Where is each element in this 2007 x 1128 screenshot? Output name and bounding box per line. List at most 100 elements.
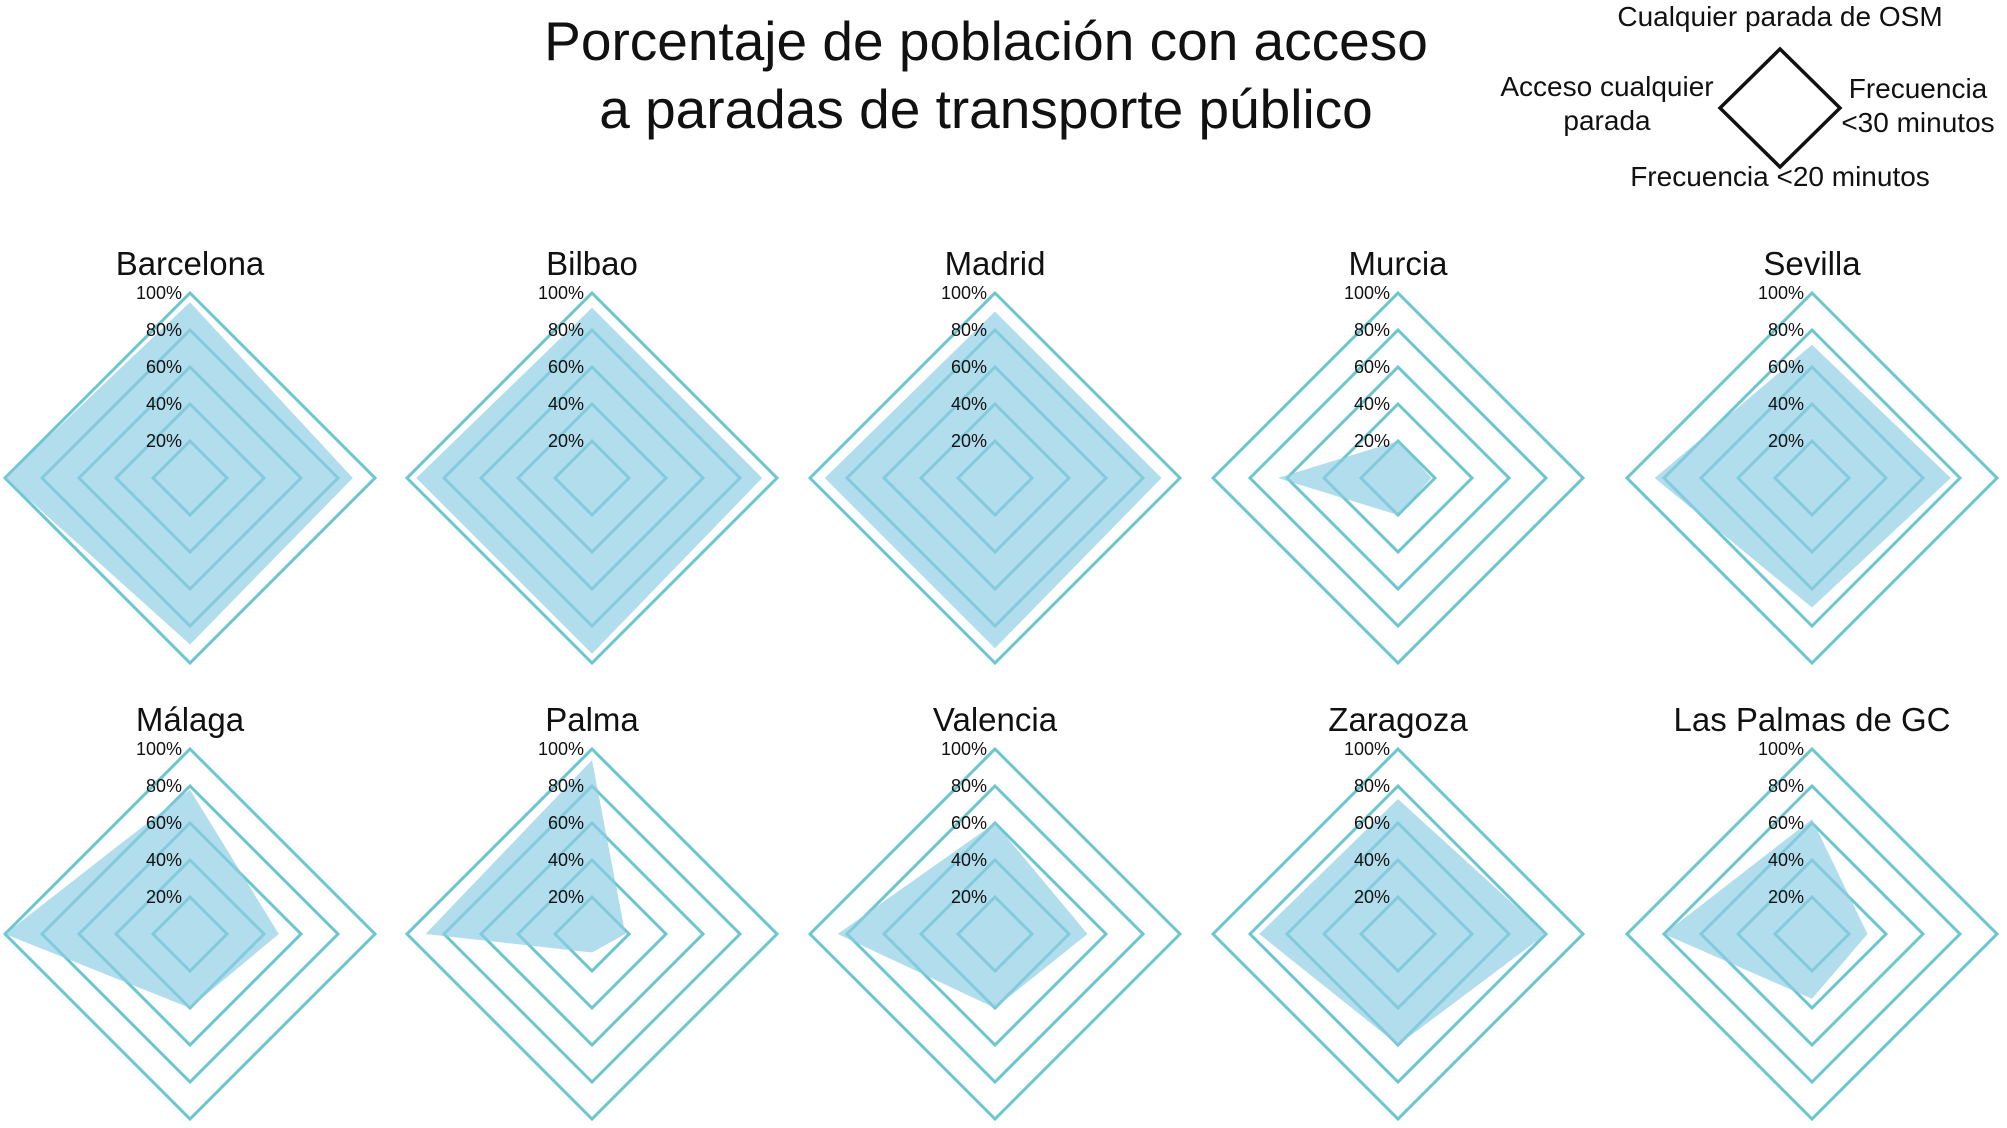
tick-label-80-pct: 80%	[1768, 776, 1804, 796]
legend-label-right-line-1: Frecuencia	[1849, 73, 1988, 104]
tick-label-40-pct: 40%	[1354, 850, 1390, 870]
tick-label-40-pct: 40%	[146, 850, 182, 870]
legend: Cualquier parada de OSM Acceso cualquier…	[1500, 1, 1994, 192]
city-title: Las Palmas de GC	[1674, 701, 1951, 738]
grid-ring-2	[1321, 401, 1475, 555]
city-title: Palma	[545, 701, 639, 738]
tick-label-40-pct: 40%	[1768, 850, 1804, 870]
tick-label-60-pct: 60%	[951, 357, 987, 377]
grid-ring-5	[2, 746, 378, 1122]
tick-label-20-pct: 20%	[1768, 887, 1804, 907]
tick-label-100-pct: 100%	[1344, 739, 1390, 759]
city-title: Sevilla	[1763, 245, 1861, 282]
radar-panel-barcelona: 20% 40% 60% 80% 100%Barcelona	[2, 245, 378, 666]
radar-panel-madrid: 20% 40% 60% 80% 100%Madrid	[807, 245, 1183, 666]
radar-panel-palma: 20% 40% 60% 80% 100%Palma	[404, 701, 780, 1122]
chart-title-line-2: a paradas de transporte público	[599, 78, 1373, 140]
tick-label-40-pct: 40%	[1354, 394, 1390, 414]
radar-panel-zaragoza: 20% 40% 60% 80% 100%Zaragoza	[1210, 701, 1586, 1122]
tick-label-80-pct: 80%	[1768, 320, 1804, 340]
radar-panel-valencia: 20% 40% 60% 80% 100%Valencia	[807, 701, 1183, 1122]
tick-label-100-pct: 100%	[1344, 283, 1390, 303]
radar-panel-sevilla: 20% 40% 60% 80% 100%Sevilla	[1624, 245, 2000, 666]
legend-label-left-line-2: parada	[1563, 105, 1651, 136]
tick-label-60-pct: 60%	[146, 813, 182, 833]
legend-label-right-line-2: <30 minutos	[1841, 107, 1994, 138]
tick-label-60-pct: 60%	[1354, 357, 1390, 377]
city-title: Valencia	[933, 701, 1058, 738]
tick-label-60-pct: 60%	[146, 357, 182, 377]
tick-label-60-pct: 60%	[548, 357, 584, 377]
data-area	[837, 823, 1088, 1008]
data-area	[416, 307, 763, 654]
grid-ring-4	[1661, 783, 1963, 1085]
tick-label-40-pct: 40%	[951, 394, 987, 414]
city-title: Murcia	[1348, 245, 1448, 282]
tick-label-60-pct: 60%	[951, 813, 987, 833]
city-title: Barcelona	[116, 245, 265, 282]
tick-label-80-pct: 80%	[548, 776, 584, 796]
tick-label-80-pct: 80%	[146, 320, 182, 340]
grid-ring-5	[807, 290, 1183, 666]
tick-label-20-pct: 20%	[1354, 887, 1390, 907]
tick-label-20-pct: 20%	[548, 431, 584, 451]
radar-panel-malaga: 20% 40% 60% 80% 100%Málaga	[2, 701, 378, 1122]
tick-label-80-pct: 80%	[1354, 776, 1390, 796]
tick-label-40-pct: 40%	[1768, 394, 1804, 414]
city-title: Bilbao	[546, 245, 638, 282]
grid-ring-4	[1247, 327, 1549, 629]
grid-ring-5	[807, 746, 1183, 1122]
tick-label-100-pct: 100%	[941, 283, 987, 303]
tick-label-100-pct: 100%	[1758, 739, 1804, 759]
tick-label-60-pct: 60%	[1354, 813, 1390, 833]
data-area	[1654, 344, 1951, 608]
tick-label-20-pct: 20%	[548, 887, 584, 907]
tick-label-100-pct: 100%	[136, 283, 182, 303]
radar-panels: 20%40%60%80%100%Barcelona20%40%60%80%100…	[2, 245, 2000, 1122]
tick-label-80-pct: 80%	[951, 320, 987, 340]
tick-label-100-pct: 100%	[136, 739, 182, 759]
data-area	[5, 789, 279, 1008]
data-area	[425, 760, 626, 953]
data-area	[824, 311, 1162, 649]
tick-label-100-pct: 100%	[538, 739, 584, 759]
legend-label-bottom: Frecuencia <20 minutos	[1630, 161, 1930, 192]
grid-ring-5	[1624, 290, 2000, 666]
tick-label-60-pct: 60%	[548, 813, 584, 833]
legend-label-top: Cualquier parada de OSM	[1617, 1, 1942, 32]
grid-ring-5	[1210, 290, 1586, 666]
grid-ring-5	[2, 290, 378, 666]
tick-label-80-pct: 80%	[951, 776, 987, 796]
grid-ring-3	[1284, 364, 1512, 592]
city-title: Zaragoza	[1328, 701, 1468, 738]
tick-label-20-pct: 20%	[146, 887, 182, 907]
tick-label-80-pct: 80%	[1354, 320, 1390, 340]
tick-label-100-pct: 100%	[941, 739, 987, 759]
radar-panel-bilbao: 20% 40% 60% 80% 100%Bilbao	[404, 245, 780, 666]
data-area	[1664, 819, 1868, 999]
tick-label-20-pct: 20%	[146, 431, 182, 451]
grid-ring-5	[404, 290, 780, 666]
tick-label-20-pct: 20%	[1354, 431, 1390, 451]
tick-label-40-pct: 40%	[548, 394, 584, 414]
tick-label-40-pct: 40%	[146, 394, 182, 414]
grid-ring-5	[404, 746, 780, 1122]
data-area	[1259, 798, 1546, 1045]
tick-label-20-pct: 20%	[1768, 431, 1804, 451]
tick-label-80-pct: 80%	[548, 320, 584, 340]
data-area	[1277, 441, 1432, 515]
city-title: Málaga	[136, 701, 245, 738]
grid-ring-5	[1624, 746, 2000, 1122]
chart-title-line-1: Porcentaje de población con acceso	[544, 10, 1428, 72]
data-area	[5, 302, 353, 645]
tick-label-40-pct: 40%	[548, 850, 584, 870]
tick-label-80-pct: 80%	[146, 776, 182, 796]
legend-label-left-line-1: Acceso cualquier	[1500, 71, 1713, 102]
tick-label-100-pct: 100%	[1758, 283, 1804, 303]
tick-label-60-pct: 60%	[1768, 813, 1804, 833]
legend-diamond-icon	[1717, 46, 1843, 170]
grid-ring-4	[1247, 783, 1549, 1085]
radar-panel-las-palmas-de-gc: 20% 40% 60% 80% 100%Las Palmas de GC	[1624, 701, 2000, 1122]
grid-ring-5	[1210, 746, 1586, 1122]
